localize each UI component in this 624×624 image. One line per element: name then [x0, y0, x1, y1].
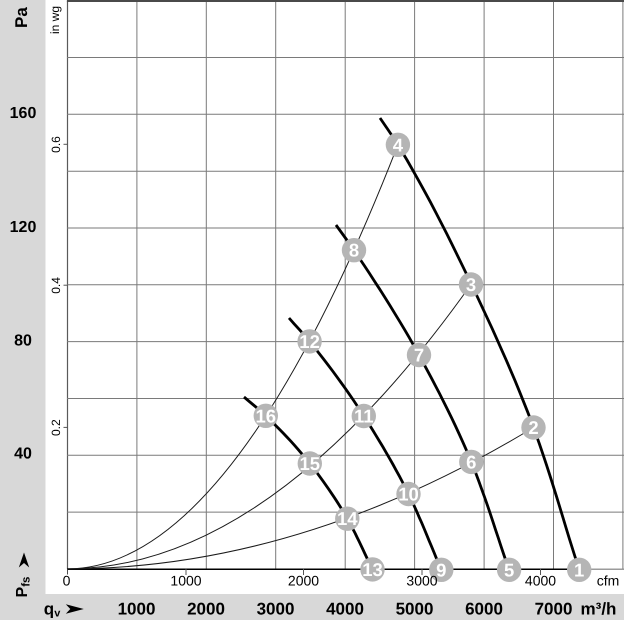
svg-text:15: 15 [300, 453, 321, 474]
svg-text:0.4: 0.4 [49, 277, 63, 294]
svg-text:2000: 2000 [288, 573, 319, 589]
svg-text:7000: 7000 [535, 599, 573, 618]
svg-text:Pa: Pa [12, 7, 31, 28]
svg-text:0: 0 [63, 573, 71, 589]
svg-text:1: 1 [574, 559, 584, 580]
svg-text:4000: 4000 [525, 573, 556, 589]
svg-text:7: 7 [414, 345, 424, 366]
svg-text:4: 4 [393, 134, 404, 155]
svg-text:3000: 3000 [406, 573, 437, 589]
svg-text:in wg: in wg [48, 6, 62, 34]
svg-text:3: 3 [466, 274, 476, 295]
svg-text:m³/h: m³/h [581, 599, 617, 618]
svg-text:13: 13 [362, 559, 383, 580]
svg-text:5000: 5000 [396, 599, 434, 618]
svg-text:160: 160 [10, 105, 37, 122]
svg-text:11: 11 [354, 406, 374, 427]
svg-text:1000: 1000 [118, 599, 156, 618]
svg-text:16: 16 [256, 405, 277, 426]
svg-text:40: 40 [14, 446, 32, 463]
svg-text:80: 80 [14, 332, 32, 349]
svg-text:cfm: cfm [597, 573, 620, 589]
svg-text:Pfs: Pfs [14, 577, 33, 598]
svg-text:6: 6 [466, 451, 476, 472]
svg-text:2000: 2000 [187, 599, 225, 618]
svg-text:0.6: 0.6 [49, 136, 63, 153]
svg-text:1000: 1000 [170, 573, 201, 589]
svg-text:120: 120 [10, 219, 37, 236]
svg-text:3000: 3000 [257, 599, 295, 618]
svg-text:4000: 4000 [326, 599, 364, 618]
svg-text:6000: 6000 [465, 599, 503, 618]
svg-text:14: 14 [337, 508, 358, 529]
svg-text:8: 8 [349, 240, 359, 261]
svg-text:0.2: 0.2 [49, 419, 63, 436]
svg-text:9: 9 [436, 559, 446, 580]
svg-text:2: 2 [528, 417, 538, 438]
svg-text:10: 10 [398, 484, 419, 505]
svg-text:5: 5 [504, 559, 514, 580]
svg-text:12: 12 [299, 331, 320, 352]
